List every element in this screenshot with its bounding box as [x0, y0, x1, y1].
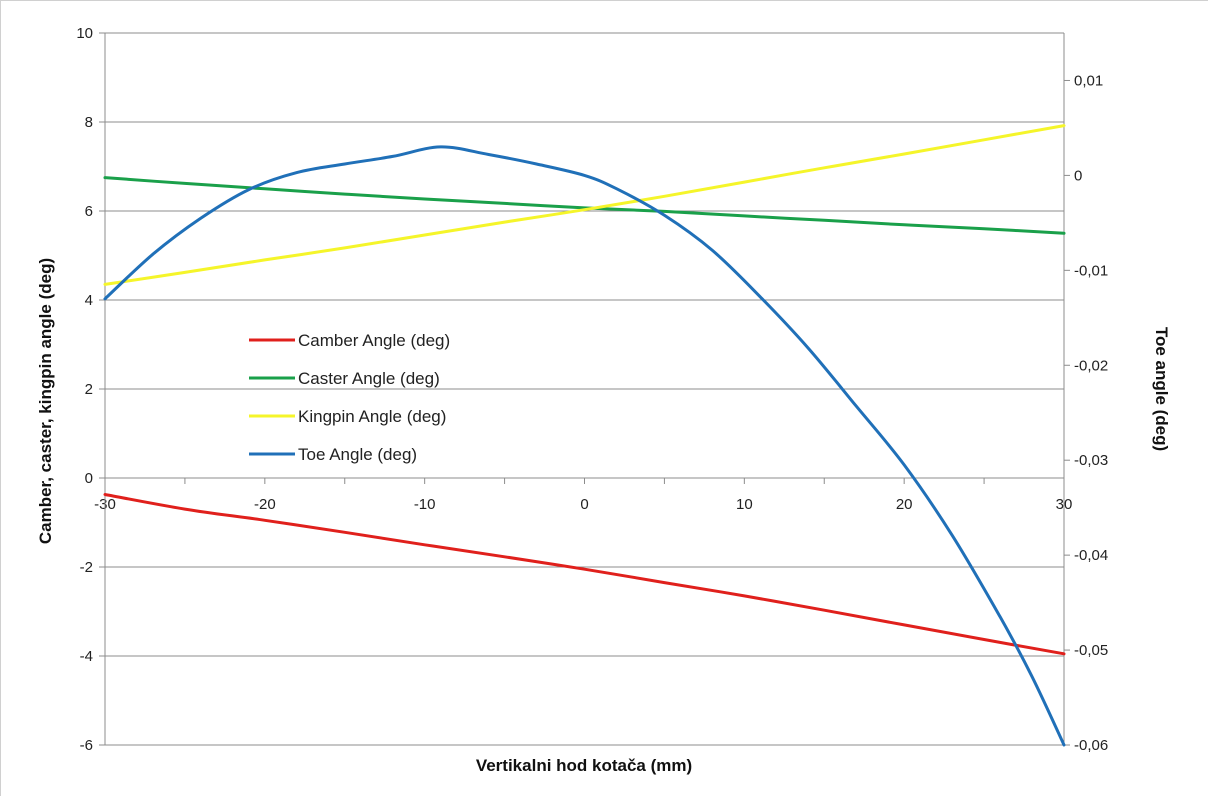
legend-entry: Camber Angle (deg): [298, 331, 450, 350]
y-left-tick-label: 6: [85, 203, 93, 220]
x-tick-label: 20: [896, 496, 913, 513]
y-right-tick-label: -0,03: [1074, 452, 1108, 469]
y-right-tick-label: -0,06: [1074, 737, 1108, 754]
legend: Camber Angle (deg) Caster Angle (deg) King…: [249, 331, 450, 464]
y-right-tick-label: -0,01: [1074, 262, 1108, 279]
y-right-tick-label: -0,04: [1074, 547, 1108, 564]
series-line-camber-angle: [103, 493, 1066, 656]
y-axis-right-title: Toe angle (deg): [1152, 327, 1171, 451]
series-lines: [103, 124, 1066, 747]
gridlines: [105, 32, 1064, 746]
y-right-tick-label: 0,01: [1074, 72, 1103, 89]
legend-entry: Kingpin Angle (deg): [298, 407, 446, 426]
series-line-caster-angle: [103, 176, 1066, 235]
x-tick-label: 0: [580, 496, 588, 513]
y-left-tick-label: 8: [85, 114, 93, 131]
x-tick-label: -10: [414, 496, 436, 513]
y-axis-right: -0,06 -0,05 -0,04 -0,03 -0,02 -0,01 0 0,01: [1063, 33, 1108, 754]
series-line-toe-angle: [103, 145, 1066, 747]
y-left-tick-label: 4: [85, 292, 93, 309]
y-left-tick-label: 10: [76, 25, 93, 42]
y-right-tick-label: 0: [1074, 167, 1082, 184]
series-line-kingpin-angle: [103, 124, 1066, 286]
y-right-tick-label: -0,05: [1074, 642, 1108, 659]
legend-entry: Toe Angle (deg): [298, 445, 417, 464]
y-right-tick-label: -0,02: [1074, 357, 1108, 374]
x-tick-label: 10: [736, 496, 753, 513]
x-axis-title: Vertikalni hod kotača (mm): [476, 756, 692, 775]
y-left-tick-label: -4: [80, 648, 93, 665]
x-tick-label: -20: [254, 496, 276, 513]
y-left-tick-label: -6: [80, 737, 93, 754]
y-left-tick-label: 2: [85, 381, 93, 398]
legend-entry: Caster Angle (deg): [298, 369, 440, 388]
y-axis-left-title: Camber, caster, kingpin angle (deg): [36, 258, 55, 544]
y-left-tick-label: -2: [80, 559, 93, 576]
y-axis-left: -6 -4 -2 0 2 4 6 8 10: [76, 25, 106, 754]
y-left-tick-label: 0: [85, 470, 93, 487]
